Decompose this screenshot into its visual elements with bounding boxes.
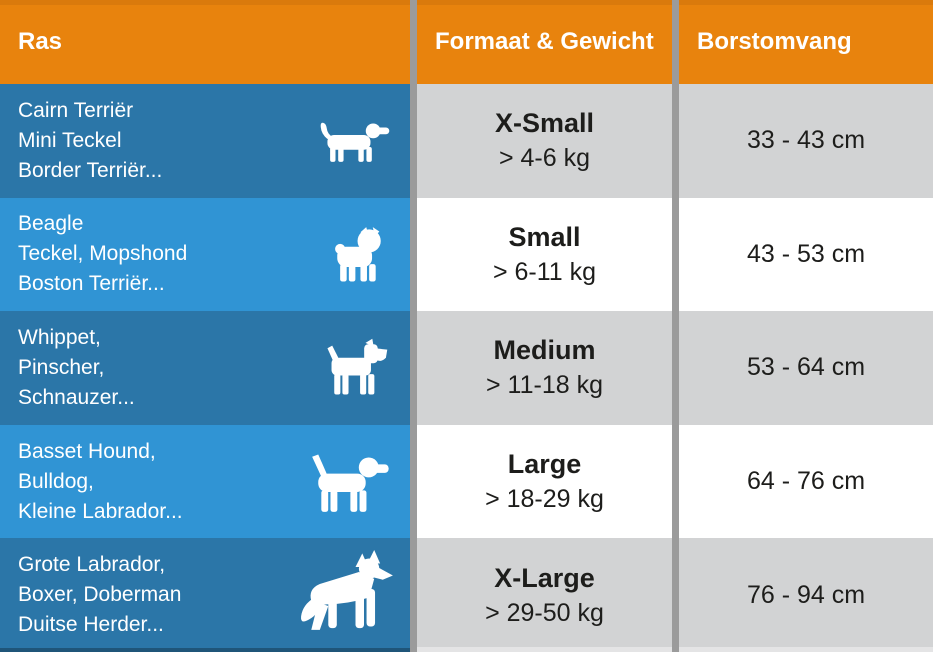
breed-cell-large: Basset Hound, Bulldog, Kleine Labrador..…: [0, 424, 410, 539]
chest-value: 33 - 43 cm: [746, 126, 866, 155]
size-cell-large: Large > 18-29 kg: [417, 424, 672, 539]
pug-icon: [335, 227, 381, 282]
breed-line: Boston Terriër...: [18, 272, 165, 296]
breed-line: Cairn Terriër: [18, 98, 134, 122]
breed-line: Schnauzer...: [18, 385, 135, 409]
breed-cell-small: Beagle Teckel, Mopshond Boston Terriër..…: [0, 197, 410, 312]
dachshund-icon: [320, 122, 390, 162]
beagle-icon: [312, 454, 389, 512]
header-ras-label: Ras: [18, 28, 63, 55]
german-shepherd-icon: [301, 550, 393, 631]
size-name: Medium: [493, 335, 596, 366]
breed-line: Boxer, Doberman: [18, 583, 182, 607]
size-cell-xsmall: X-Small > 4-6 kg: [417, 84, 672, 198]
header-borstomvang-label: Borstomvang: [697, 28, 852, 55]
size-weight: > 4-6 kg: [498, 144, 591, 173]
chest-value: 64 - 76 cm: [746, 467, 866, 496]
breed-line: Teckel, Mopshond: [18, 242, 188, 266]
header-borstomvang: Borstomvang: [679, 0, 933, 84]
schnauzer-icon: [327, 338, 388, 395]
size-name: X-Small: [494, 108, 595, 139]
size-cell-medium: Medium > 11-18 kg: [417, 311, 672, 425]
breed-line: Basset Hound,: [18, 439, 156, 463]
chest-value: 43 - 53 cm: [746, 239, 866, 268]
breed-line: Border Terriër...: [18, 158, 163, 182]
size-cell-small: Small > 6-11 kg: [417, 197, 672, 312]
chest-cell-small: 43 - 53 cm: [679, 197, 933, 312]
breed-cell-medium: Whippet, Pinscher, Schnauzer...: [0, 311, 410, 425]
header-formaat-gewicht-label: Formaat & Gewicht: [435, 28, 654, 55]
breed-line: Pinscher,: [18, 355, 105, 379]
breed-line: Beagle: [18, 212, 84, 236]
size-cell-xlarge: X-Large > 29-50 kg: [417, 538, 672, 652]
breed-cell-xsmall: Cairn Terriër Mini Teckel Border Terriër…: [0, 84, 410, 198]
chest-value: 76 - 94 cm: [746, 580, 866, 609]
size-weight: > 11-18 kg: [486, 371, 603, 400]
size-weight: > 18-29 kg: [485, 485, 604, 514]
chest-cell-xsmall: 33 - 43 cm: [679, 84, 933, 198]
size-name: Small: [508, 221, 581, 252]
breed-line: Whippet,: [18, 325, 101, 349]
breed-line: Grote Labrador,: [18, 553, 166, 577]
chest-cell-medium: 53 - 64 cm: [679, 311, 933, 425]
breed-line: Bulldog,: [18, 469, 94, 493]
chest-cell-large: 64 - 76 cm: [679, 424, 933, 539]
breed-line: Mini Teckel: [18, 128, 122, 152]
chest-value: 53 - 64 cm: [746, 353, 866, 382]
header-formaat-gewicht: Formaat & Gewicht: [417, 0, 672, 84]
size-weight: > 6-11 kg: [492, 257, 597, 286]
chest-cell-xlarge: 76 - 94 cm: [679, 538, 933, 652]
size-name: Large: [507, 449, 582, 480]
header-ras: Ras: [0, 0, 410, 84]
size-weight: > 29-50 kg: [485, 598, 604, 627]
breed-line: Kleine Labrador...: [18, 499, 183, 523]
breed-cell-xlarge: Grote Labrador, Boxer, Doberman Duitse H…: [0, 538, 410, 652]
size-name: X-Large: [494, 562, 595, 593]
breed-line: Duitse Herder...: [18, 613, 164, 637]
